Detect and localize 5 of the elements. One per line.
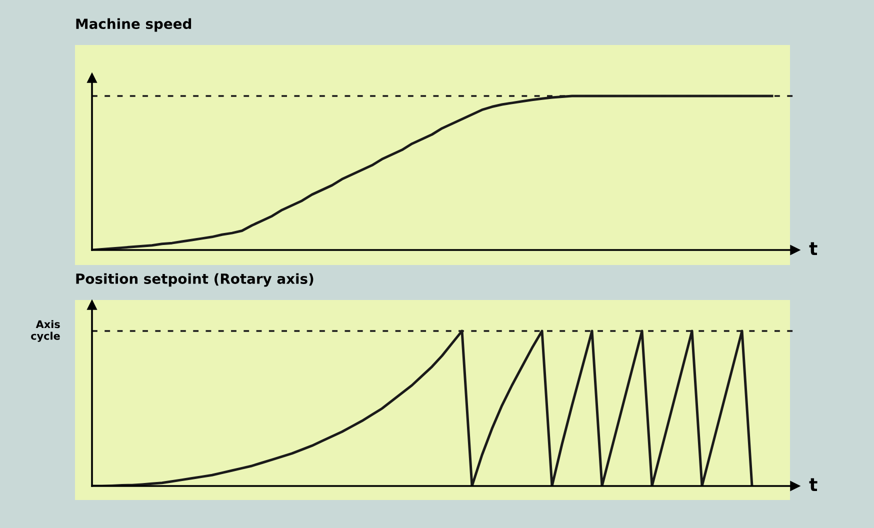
chart-title: Machine speed (76, 18, 192, 32)
chart-title: Position setpoint (Rotary axis) (76, 273, 314, 287)
x-axis-title: t (809, 478, 818, 491)
ref-line-label: Axis cycle (31, 320, 60, 342)
x-axis-title: t (809, 242, 818, 255)
